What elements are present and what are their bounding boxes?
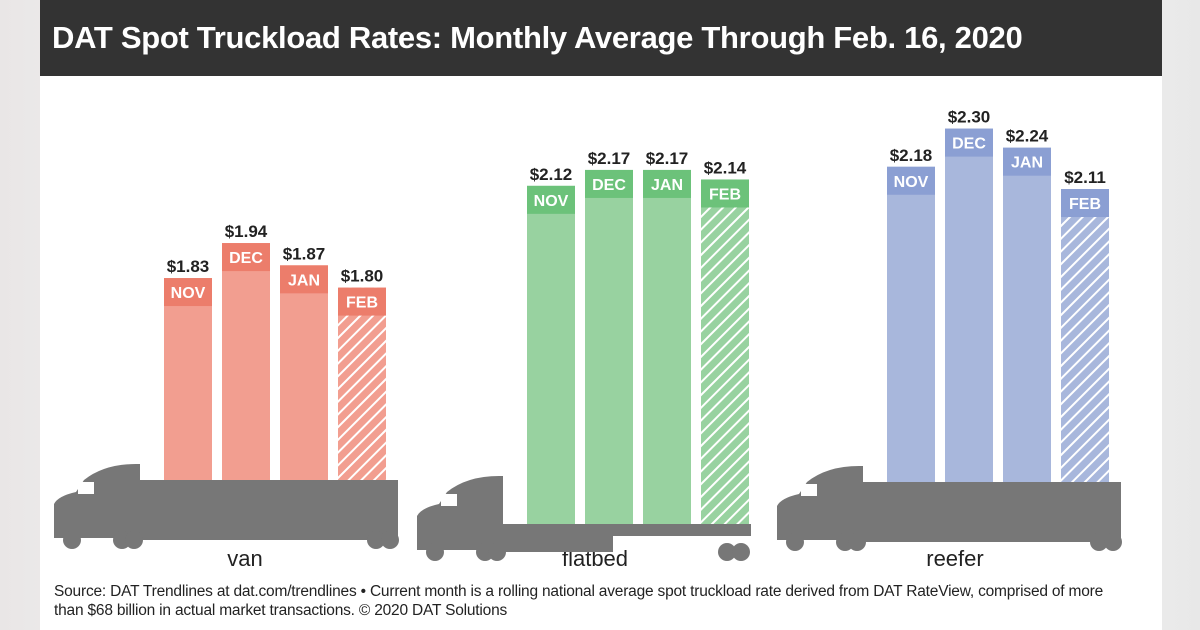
flatbed-truck-icon [417,476,751,561]
value-label: $2.30 [948,108,991,127]
bar-reefer-nov [887,166,935,484]
bar-band [701,179,749,208]
value-label: $2.17 [646,149,689,168]
bar-band [887,166,935,195]
bar-band [1061,189,1109,218]
category-label: JAN [288,272,320,289]
category-label: DEC [952,136,986,153]
value-label: $1.87 [283,244,326,263]
bar-band [164,278,212,307]
bar-reefer-feb [1061,189,1109,484]
bar-reefer-dec [945,128,993,484]
bar-van-feb [338,287,386,482]
value-label: $2.11 [1064,168,1106,187]
group-label: reefer [926,546,983,571]
value-label: $2.18 [890,146,933,165]
category-label: NOV [171,285,206,302]
value-label: $2.24 [1006,127,1049,146]
reefer-truck-icon [777,466,1122,551]
chart-title: DAT Spot Truckload Rates: Monthly Averag… [40,0,1162,76]
source-note: Source: DAT Trendlines at dat.com/trendl… [54,583,1104,619]
group-van: NOV $1.83 DEC $1.94 JAN $1.87 FEB $1.80 van [164,222,386,571]
group-label: van [227,546,262,571]
category-label: FEB [346,295,378,312]
van-truck-icon [54,464,399,549]
category-label: FEB [709,186,741,203]
bar-band [338,287,386,316]
bar-band [280,265,328,294]
value-label: $2.17 [588,149,631,168]
category-label: JAN [1011,155,1043,172]
bar-band [222,243,270,272]
bar-band [585,169,633,198]
category-label: FEB [1069,196,1101,213]
bar-flatbed-jan [643,169,691,524]
bar-van-dec [222,243,270,482]
bar-van-nov [164,278,212,482]
bar-band [1003,147,1051,176]
bar-flatbed-feb [701,179,749,525]
category-label: DEC [592,177,626,194]
value-label: $1.80 [341,267,384,286]
value-label: $1.83 [167,257,210,276]
bar-band [643,169,691,198]
group-reefer: NOV $2.18 DEC $2.30 JAN $2.24 FEB $2.11 reefer [887,108,1109,571]
category-label: NOV [534,193,569,210]
bar-band [945,128,993,157]
bar-flatbed-nov [527,185,575,524]
bar-flatbed-dec [585,169,633,524]
category-label: DEC [229,250,263,267]
value-label: $1.94 [225,222,268,241]
category-label: JAN [651,177,683,194]
bar-van-jan [280,265,328,482]
category-label: NOV [894,174,929,191]
value-label: $2.14 [704,158,747,177]
bar-reefer-jan [1003,147,1051,484]
value-label: $2.12 [530,165,573,184]
bar-band [527,185,575,214]
